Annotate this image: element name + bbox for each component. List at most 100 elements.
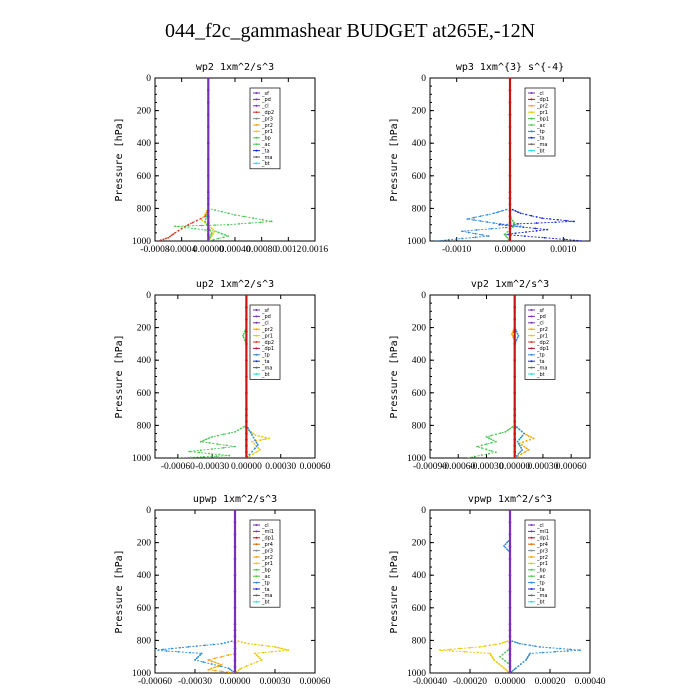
series-point-pr1 — [259, 448, 262, 451]
y-tick-label: 200 — [137, 539, 152, 549]
series-point-pr2 — [510, 333, 513, 336]
y-tick-label: 200 — [137, 324, 152, 334]
series-point-pr2 — [527, 448, 530, 451]
x-tick-label: 0.00060 — [300, 462, 331, 472]
series-point-cl — [245, 318, 248, 321]
series-point-bp1 — [513, 221, 515, 224]
y-tick-label: 600 — [412, 389, 427, 399]
legend-marker — [255, 334, 258, 337]
series-point-dp2 — [180, 227, 183, 230]
series-point-dp2 — [202, 455, 205, 458]
series-point-pr2 — [237, 669, 240, 672]
series-point-bp — [204, 229, 206, 231]
x-tick-label: -0.00060 — [441, 462, 475, 472]
series-point-tp — [162, 648, 165, 651]
plot-area — [467, 295, 535, 458]
series-point-cl — [513, 407, 517, 411]
series-point-cl — [508, 665, 512, 669]
legend-marker — [530, 366, 533, 369]
y-tick-label: 400 — [137, 139, 152, 149]
legend-label: _ma — [536, 593, 547, 599]
series-point-bp — [234, 214, 236, 216]
legend-marker — [530, 373, 533, 375]
series-point-dp2 — [506, 429, 509, 432]
y-tick-label: 800 — [137, 421, 152, 431]
series-point-cl — [245, 426, 248, 429]
series-point-tp — [501, 209, 503, 212]
legend-label: _cl — [261, 523, 269, 529]
y-axis-label: Pressure [hPa] — [389, 549, 400, 633]
series-point-dp2 — [211, 435, 214, 438]
series-point-pr2 — [525, 433, 528, 436]
legend-label: _dp1 — [536, 536, 549, 542]
series-point-pr1 — [254, 434, 257, 437]
series-point-tp — [527, 655, 529, 658]
series-point-pr1 — [255, 450, 258, 453]
series-point-dp2 — [191, 221, 194, 224]
series-line-tp — [155, 510, 236, 673]
series-point-pr2 — [498, 663, 500, 665]
x-tick-label: -0.00030 — [469, 462, 503, 472]
legend-marker — [530, 594, 533, 597]
series-point-pr3 — [204, 213, 206, 216]
series-point-pr2 — [530, 436, 533, 439]
y-axis-label: Pressure [hPa] — [389, 117, 400, 201]
series-point-tp — [529, 644, 531, 647]
series-point-tp — [519, 436, 522, 439]
legend-marker — [530, 562, 533, 565]
legend-label: _bt — [536, 372, 545, 378]
legend-marker — [255, 366, 258, 369]
series-point-dp2 — [476, 445, 478, 448]
series-line-pr1 — [206, 510, 236, 673]
series-point-tp — [254, 447, 256, 450]
series-point-pr2 — [287, 649, 290, 652]
series-point-tp — [517, 334, 520, 337]
series-point-bp — [184, 226, 186, 229]
series-point-pr2 — [280, 647, 283, 650]
series-point-dp2 — [222, 446, 225, 449]
series-point-cl — [233, 545, 237, 548]
series-point-dp2 — [189, 456, 192, 458]
series-point-tp — [511, 640, 514, 643]
series-point-cl — [513, 358, 517, 362]
series-point-pr2 — [511, 331, 514, 334]
legend-marker — [255, 588, 258, 590]
legend-marker — [530, 600, 533, 603]
legend-label: _bp — [261, 568, 271, 574]
legend-marker — [255, 568, 258, 571]
series-point-bp — [227, 212, 230, 215]
panel-title: upwp 1xm^2/s^3 — [193, 494, 277, 505]
series-point-cl — [207, 221, 210, 224]
legend-marker — [530, 575, 533, 578]
series-point-dp2 — [177, 229, 180, 232]
legend-marker — [255, 321, 258, 324]
series-point-dp2 — [243, 330, 246, 333]
series-point-dp2 — [242, 426, 245, 428]
legend-label: _ta — [261, 359, 270, 365]
series-point-pr2 — [511, 334, 514, 337]
x-tick-label: -0.00090 — [413, 462, 447, 472]
series-point-tp — [528, 654, 530, 656]
series-point-bp1 — [506, 231, 509, 233]
legend-label: _pr1 — [536, 333, 548, 339]
legend-label: _ac — [261, 574, 271, 580]
series-point-pr1 — [217, 662, 220, 665]
series-point-cl — [508, 590, 512, 593]
legend-label: _dp1 — [261, 346, 274, 352]
series-point-pr1 — [210, 667, 213, 670]
series-point-dp2 — [485, 435, 488, 438]
series-point-dp2 — [490, 449, 493, 452]
series-point-tp — [515, 667, 517, 670]
series-point-dp2 — [164, 237, 167, 240]
legend-marker — [255, 162, 258, 165]
series-point-tp — [493, 212, 495, 215]
series-point-tp — [499, 222, 502, 225]
series-point-dp2 — [485, 448, 488, 451]
series-point-pr2 — [520, 444, 523, 446]
series-point-bp — [499, 655, 501, 658]
series-point-dp2 — [485, 443, 488, 446]
legend-label: _pr3 — [536, 548, 548, 554]
series-point-tp — [516, 641, 519, 644]
x-tick-label: -0.00020 — [453, 677, 487, 687]
series-point-tp — [479, 215, 482, 218]
